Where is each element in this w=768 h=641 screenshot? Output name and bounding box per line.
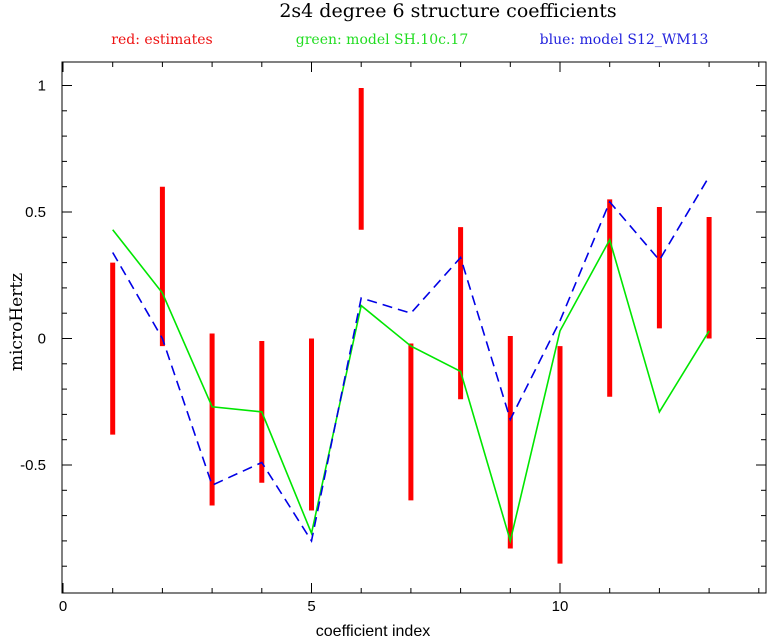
- plot-frame: [61, 61, 767, 594]
- estimates-series: [110, 88, 712, 564]
- x-tick-label: 0: [59, 598, 67, 615]
- chart-title: 2s4 degree 6 structure coefficients: [279, 0, 616, 22]
- y-tick-label: 1: [38, 78, 46, 95]
- y-tick-label: 0: [38, 331, 46, 348]
- y-tick-label: -0.5: [20, 457, 46, 474]
- legend-estimates: red: estimates: [111, 32, 212, 48]
- y-tick-label: 0.5: [25, 204, 46, 221]
- x-tick-label: 10: [552, 598, 569, 615]
- series-line: [112, 229, 710, 545]
- legend-model-s12wm13: blue: model S12_WM13: [540, 32, 709, 48]
- x-axis-label: coefficient index: [316, 623, 430, 640]
- model-series: [112, 176, 710, 545]
- axis-tick-labels: 0 5 10 1 0.5 0 -0.5: [20, 78, 568, 616]
- y-axis-label: microHertz: [7, 273, 27, 371]
- x-tick-label: 5: [307, 598, 315, 615]
- legend-model-sh10c17: green: model SH.10c.17: [296, 32, 468, 48]
- axis-ticks: [62, 62, 766, 593]
- series-line: [112, 176, 710, 544]
